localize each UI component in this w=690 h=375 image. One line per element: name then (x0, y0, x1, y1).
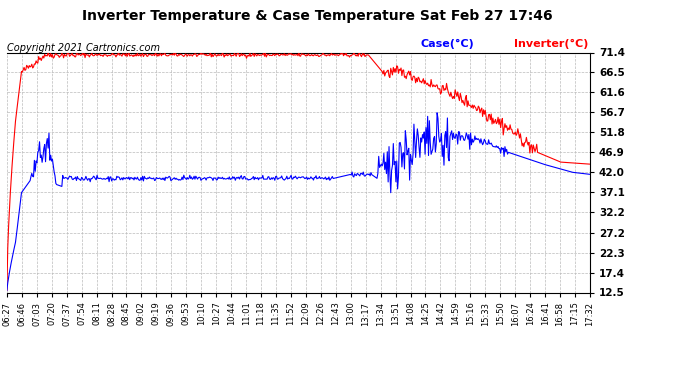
Text: Copyright 2021 Cartronics.com: Copyright 2021 Cartronics.com (7, 43, 160, 53)
Text: Case(°C): Case(°C) (421, 39, 475, 50)
Text: Inverter Temperature & Case Temperature Sat Feb 27 17:46: Inverter Temperature & Case Temperature … (82, 9, 553, 23)
Text: Inverter(°C): Inverter(°C) (514, 39, 589, 50)
